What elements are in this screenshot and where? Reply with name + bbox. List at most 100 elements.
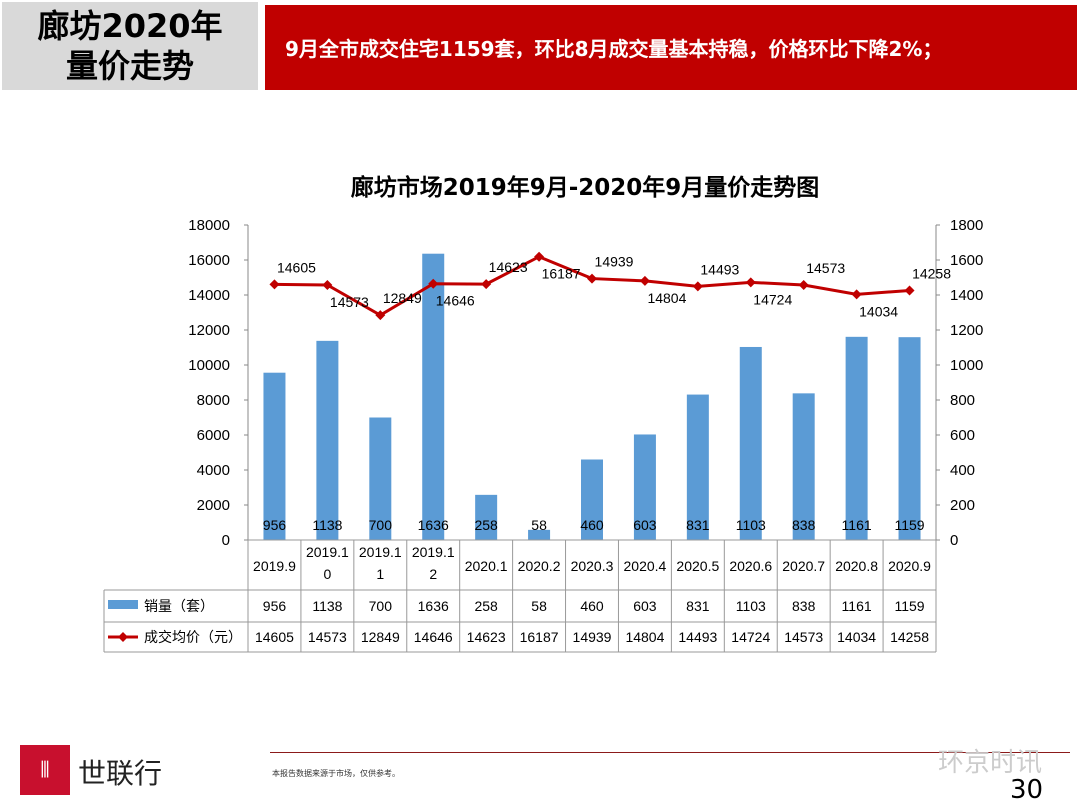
category-label: 2020.2 — [518, 558, 561, 574]
table-cell-price: 12849 — [361, 629, 400, 645]
bar — [316, 340, 339, 540]
summary-banner: 9月全市成交住宅1159套，环比8月成交量基本持稳，价格环比下降2%； — [265, 5, 1077, 90]
table-cell-sales: 1103 — [736, 598, 766, 614]
bar-data-label: 603 — [633, 517, 657, 533]
right-axis-tick: 600 — [950, 427, 975, 444]
legend-line-label: 成交均价（元） — [144, 629, 242, 645]
price-data-label: 12849 — [383, 290, 422, 306]
left-axis-tick: 10000 — [188, 357, 230, 374]
table-cell-price: 14573 — [784, 629, 823, 645]
brand-logo-icon: ⦀ — [20, 745, 70, 795]
table-cell-sales: 1159 — [894, 598, 924, 614]
table-cell-price: 14939 — [573, 629, 612, 645]
table-cell-sales: 603 — [633, 598, 657, 614]
category-label: 2020.1 — [465, 558, 508, 574]
price-data-label: 14939 — [595, 254, 634, 270]
bar-data-label: 1103 — [736, 517, 766, 533]
right-axis-tick: 1200 — [950, 322, 983, 339]
bar-data-label: 1138 — [312, 517, 342, 533]
price-point-marker — [904, 285, 915, 296]
price-point-marker — [375, 310, 386, 321]
price-data-label: 16187 — [542, 266, 581, 282]
bar — [739, 346, 762, 540]
price-data-label: 14258 — [912, 265, 951, 281]
bar-data-label: 838 — [792, 517, 816, 533]
bar — [369, 417, 392, 540]
bar-data-label: 956 — [263, 517, 287, 533]
table-cell-price: 14804 — [625, 629, 664, 645]
table-cell-price: 14623 — [467, 629, 506, 645]
price-data-label: 14573 — [330, 294, 369, 310]
left-axis-tick: 2000 — [197, 497, 230, 514]
left-axis-tick: 6000 — [197, 427, 230, 444]
price-data-label: 14804 — [647, 290, 686, 306]
left-axis-tick: 16000 — [188, 252, 230, 269]
price-point-marker — [798, 279, 809, 290]
price-data-label: 14573 — [806, 260, 845, 276]
bar-data-label: 58 — [531, 517, 547, 533]
price-point-marker — [428, 278, 439, 289]
slide-title: 廊坊2020年 量价走势 — [2, 2, 258, 90]
right-axis-tick: 1600 — [950, 252, 983, 269]
bar — [263, 372, 286, 540]
table-cell-sales: 58 — [531, 598, 547, 614]
table-cell-price: 14605 — [255, 629, 294, 645]
table-cell-sales: 258 — [474, 598, 498, 614]
right-axis-tick: 200 — [950, 497, 975, 514]
table-cell-sales: 831 — [686, 598, 710, 614]
legend-line-marker — [118, 632, 128, 642]
table-cell-sales: 1636 — [418, 598, 449, 614]
left-axis-tick: 0 — [222, 532, 230, 549]
right-axis-tick: 1800 — [950, 217, 983, 234]
table-cell-price: 14646 — [414, 629, 453, 645]
table-cell-sales: 956 — [263, 598, 287, 614]
source-note: 本报告数据来源于市场，仅供参考。 — [272, 769, 400, 778]
left-axis-tick: 14000 — [188, 287, 230, 304]
brand-name: 世联行 — [78, 757, 163, 790]
bar — [898, 337, 921, 540]
bar — [845, 336, 868, 540]
category-label: 2020.8 — [835, 558, 878, 574]
right-axis-tick: 800 — [950, 392, 975, 409]
watermark: 环京时讯 — [937, 748, 1042, 778]
price-point-marker — [481, 279, 492, 290]
category-label: 2019.1 — [412, 544, 455, 560]
price-point-marker — [692, 281, 703, 292]
price-point-marker — [745, 277, 756, 288]
price-point-marker — [639, 275, 650, 286]
price-point-marker — [587, 273, 597, 284]
right-axis-tick: 400 — [950, 462, 975, 479]
left-axis-tick: 8000 — [197, 392, 230, 409]
table-cell-sales: 1161 — [842, 598, 872, 614]
right-axis-tick: 0 — [950, 532, 958, 549]
title-line-2: 量价走势 — [65, 47, 194, 85]
right-axis-tick: 1400 — [950, 287, 983, 304]
bar — [633, 434, 656, 540]
table-cell-price: 14258 — [890, 629, 929, 645]
title-line-1: 廊坊2020年 — [37, 7, 223, 45]
chart-title: 廊坊市场2019年9月-2020年9月量价走势图 — [350, 175, 820, 201]
price-point-marker — [851, 289, 862, 300]
category-label: 0 — [323, 566, 331, 582]
category-label: 2020.6 — [729, 558, 772, 574]
table-cell-price: 14493 — [678, 629, 717, 645]
table-cell-price: 14573 — [308, 629, 347, 645]
page-number: 30 — [1010, 775, 1044, 805]
right-axis-tick: 1000 — [950, 357, 983, 374]
category-label: 2 — [429, 566, 437, 582]
bar-data-label: 831 — [686, 517, 710, 533]
bar-data-label: 1161 — [842, 517, 872, 533]
price-data-label: 14646 — [436, 293, 475, 309]
left-axis-tick: 12000 — [188, 322, 230, 339]
category-label: 2020.5 — [676, 558, 719, 574]
price-point-marker — [322, 279, 333, 290]
price-point-marker — [269, 279, 280, 290]
category-label: 2020.7 — [782, 558, 825, 574]
legend-bar-label: 销量（套） — [144, 598, 214, 614]
category-label: 2020.4 — [624, 558, 667, 574]
price-data-label: 14034 — [859, 303, 898, 319]
left-axis-tick: 18000 — [188, 217, 230, 234]
table-cell-sales: 838 — [792, 598, 816, 614]
bar-data-label: 700 — [369, 517, 393, 533]
